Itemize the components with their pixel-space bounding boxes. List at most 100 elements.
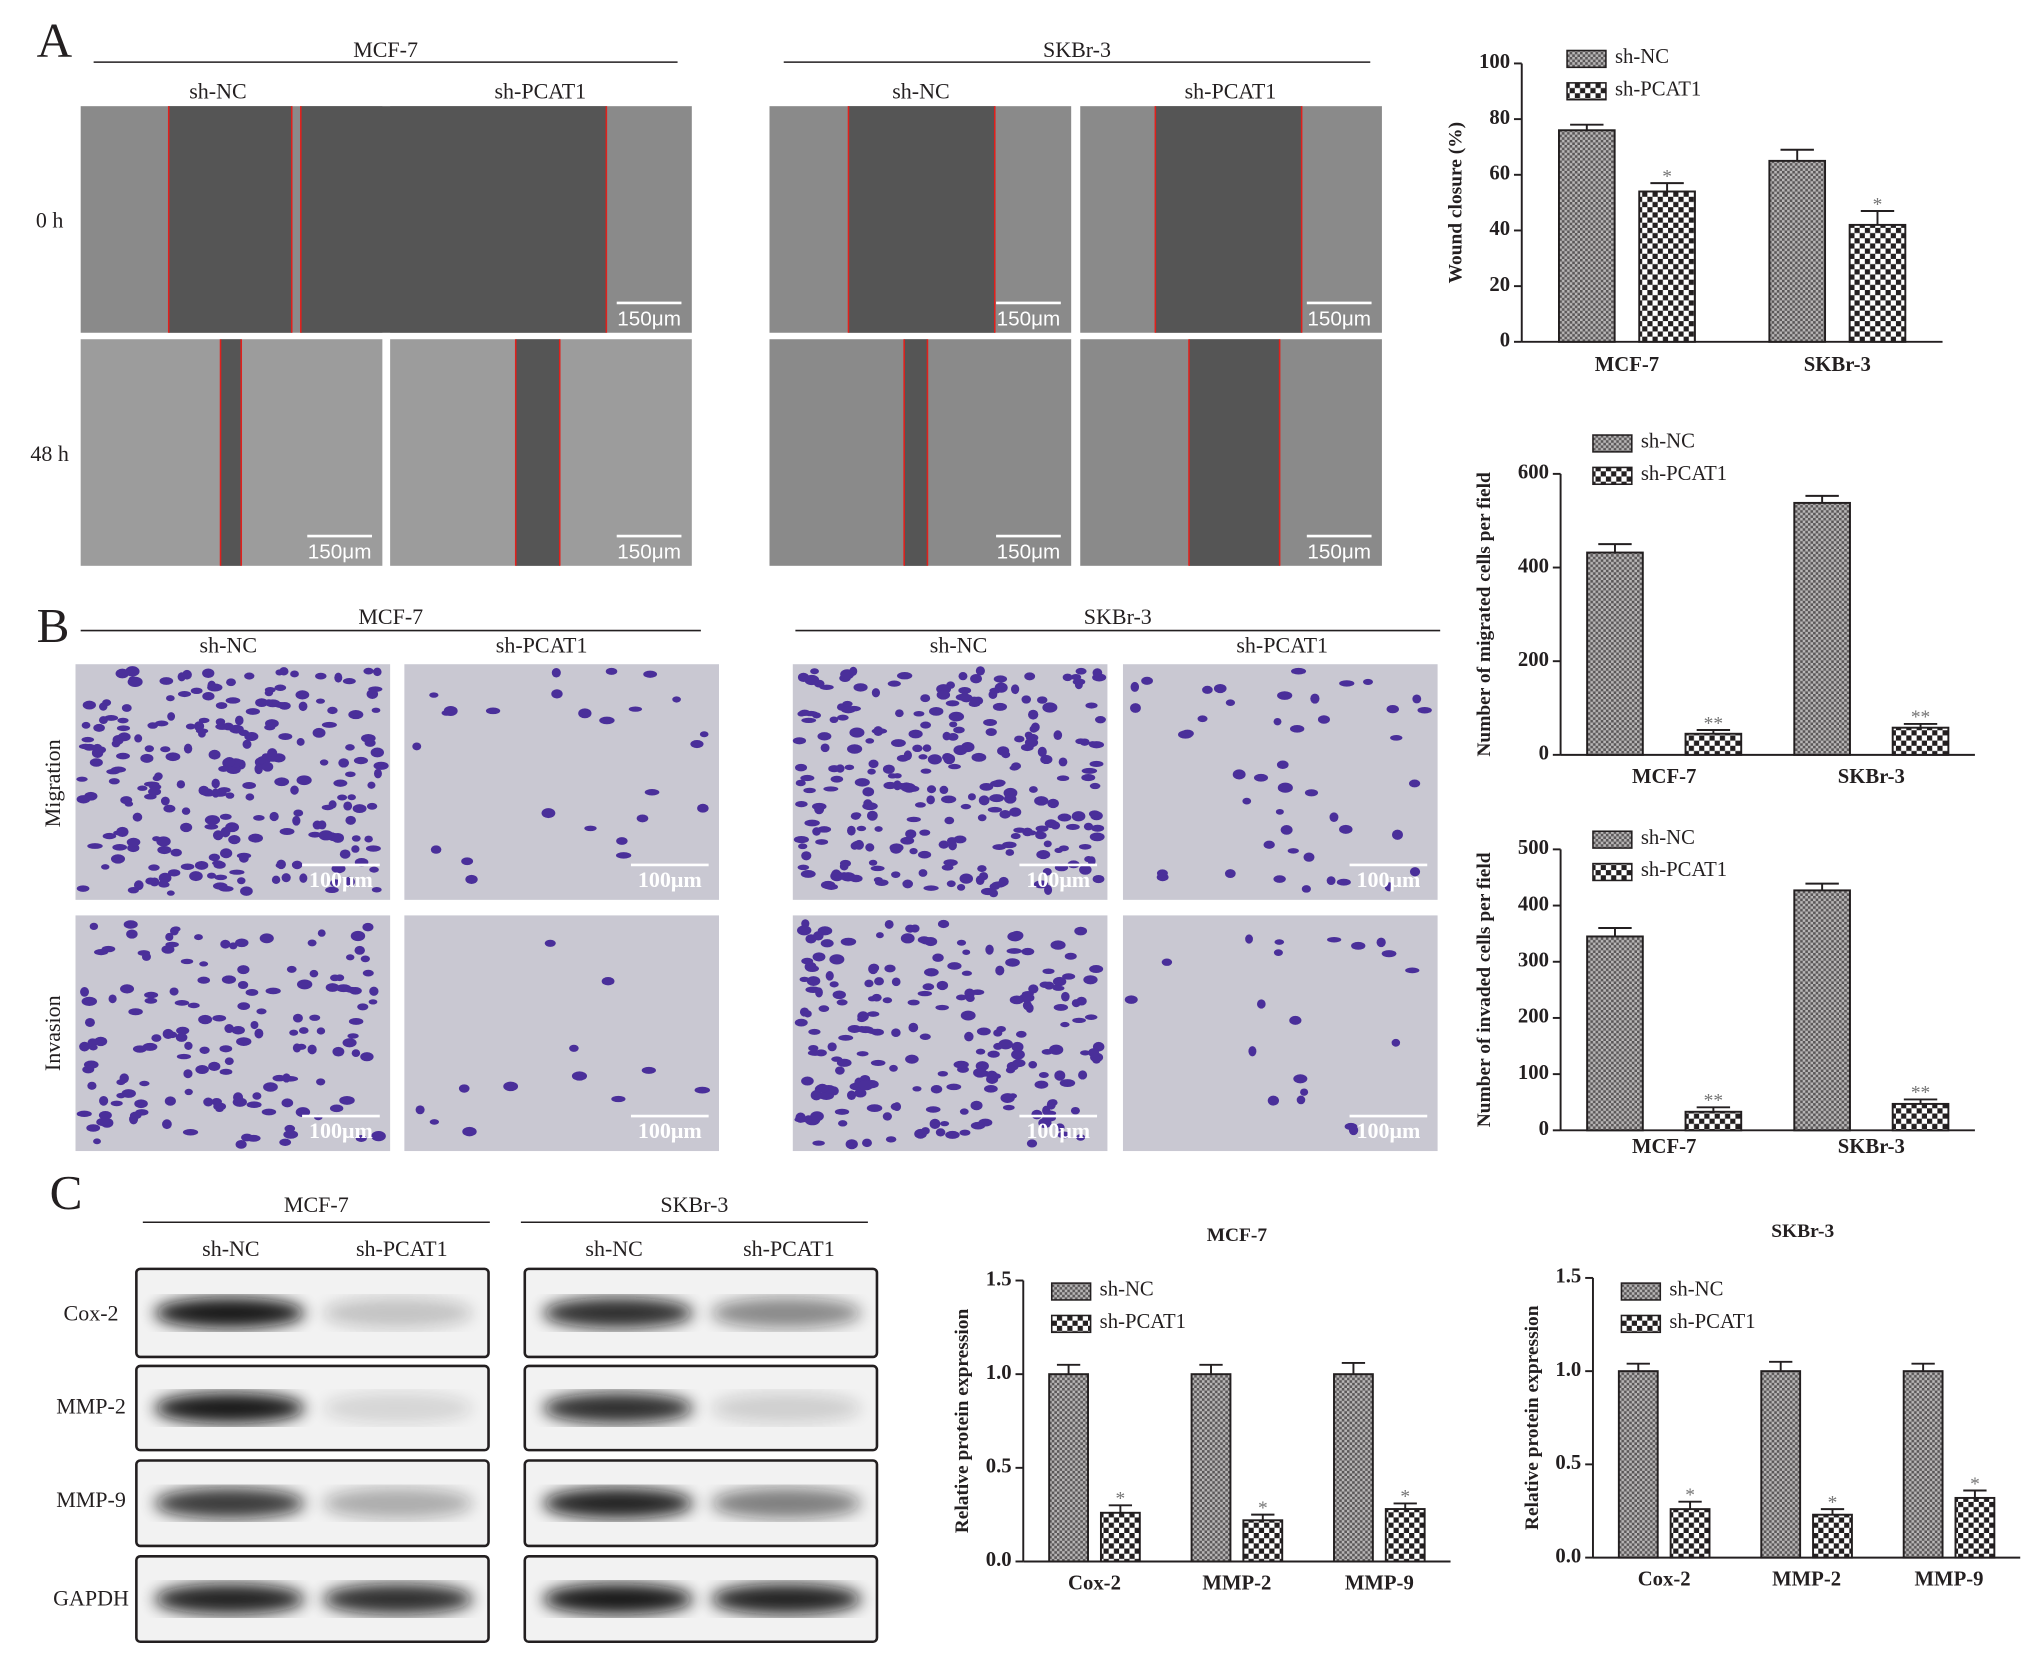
stained-cell	[909, 847, 918, 855]
stained-cell	[182, 669, 192, 680]
stained-cell	[429, 1119, 440, 1125]
stained-cell	[1384, 882, 1394, 892]
stained-cell	[908, 729, 923, 739]
stained-cell	[941, 864, 954, 871]
stained-cell	[204, 815, 221, 825]
stained-cell	[183, 1069, 193, 1079]
stained-cell	[1391, 1038, 1401, 1047]
legend-label: sh-NC	[1641, 431, 1695, 453]
stained-cell	[123, 920, 138, 929]
stained-cell	[892, 773, 902, 779]
stained-cell	[956, 883, 966, 891]
stained-cell	[132, 1045, 147, 1053]
stained-cell	[319, 759, 329, 766]
stained-cell	[225, 697, 241, 704]
stained-cell	[237, 965, 250, 975]
legend-label: sh-PCAT1	[1641, 463, 1727, 485]
stained-cell	[820, 939, 834, 948]
bar	[1190, 1373, 1232, 1563]
stained-cell	[159, 677, 174, 685]
stained-cell	[80, 987, 90, 997]
legend-swatch	[1050, 1282, 1092, 1301]
stained-cell	[430, 845, 442, 854]
stained-cell	[1303, 852, 1315, 862]
stained-cell	[804, 674, 820, 686]
stained-cell	[1089, 760, 1104, 768]
stained-cell	[910, 924, 920, 933]
stained-cell	[1085, 702, 1098, 709]
blot-band	[322, 1297, 473, 1329]
stained-cell	[220, 939, 231, 949]
stained-cell	[1026, 1139, 1038, 1148]
stained-cell	[148, 864, 160, 871]
stained-cell	[1225, 699, 1236, 706]
stained-cell	[134, 1099, 148, 1109]
stained-cell	[818, 1005, 830, 1013]
y-tick-label: 0.5	[1555, 1452, 1581, 1474]
stained-cell	[832, 990, 846, 1000]
stained-cell	[1044, 884, 1053, 896]
stained-cell	[1072, 678, 1086, 686]
stained-cell	[975, 875, 985, 886]
blot-frame	[523, 1555, 879, 1644]
stained-cell	[935, 1128, 946, 1137]
stained-cell	[864, 979, 874, 988]
legend-label: sh-NC	[1615, 46, 1669, 68]
stained-cell	[918, 754, 928, 760]
stained-cell	[1075, 738, 1087, 745]
scale-bar-label: 150μm	[617, 307, 681, 330]
stained-cell	[189, 871, 203, 882]
stained-cell	[962, 949, 971, 955]
stained-cell	[578, 708, 592, 719]
stained-cell	[279, 1138, 292, 1146]
micrograph	[1122, 664, 1438, 900]
stained-cell	[939, 785, 949, 795]
stained-cell	[307, 1044, 317, 1055]
stained-cell	[945, 1130, 960, 1139]
panel-letter: B	[37, 598, 70, 653]
stained-cell	[918, 869, 928, 877]
stained-cell	[958, 687, 972, 694]
stained-cell	[279, 828, 295, 836]
stained-cell	[902, 879, 914, 889]
stained-cell	[960, 1010, 976, 1021]
stained-cell	[819, 684, 834, 690]
x-tick-label: MMP-9	[1345, 1573, 1414, 1595]
stained-cell	[296, 1043, 307, 1050]
stained-cell	[1009, 807, 1022, 817]
stained-cell	[920, 721, 932, 729]
stained-cell	[875, 879, 889, 887]
stained-cell	[240, 886, 253, 896]
y-tick-label: 500	[1518, 837, 1549, 859]
stained-cell	[321, 721, 337, 728]
stained-cell	[1409, 867, 1421, 877]
x-tick-label: SKBr-3	[1804, 354, 1871, 376]
stained-cell	[891, 977, 901, 987]
stained-cell	[1336, 878, 1351, 886]
stained-cell	[867, 1011, 880, 1017]
stained-cell	[1035, 825, 1049, 832]
stained-cell	[1034, 1080, 1049, 1089]
stained-cell	[984, 1084, 998, 1093]
stained-cell	[945, 700, 960, 707]
bar	[1954, 1496, 1996, 1559]
stained-cell	[824, 883, 839, 890]
stained-cell	[918, 850, 932, 859]
stained-cell	[327, 706, 338, 715]
stained-cell	[241, 1133, 253, 1142]
stained-cell	[846, 1090, 857, 1101]
blot-frame	[135, 1459, 490, 1548]
stained-cell	[309, 1014, 321, 1021]
stained-cell	[144, 991, 159, 999]
stained-cell	[1011, 1049, 1025, 1060]
stained-cell	[868, 963, 879, 975]
legend-swatch	[1592, 862, 1633, 882]
stained-cell	[224, 1024, 234, 1034]
stained-cell	[829, 716, 839, 724]
significance-mark: *	[1116, 1489, 1126, 1510]
stained-cell	[1070, 1106, 1080, 1115]
stained-cell	[252, 1092, 262, 1100]
y-tick-label: 60	[1489, 163, 1510, 185]
stained-cell	[818, 1091, 834, 1100]
stained-cell	[93, 723, 105, 732]
